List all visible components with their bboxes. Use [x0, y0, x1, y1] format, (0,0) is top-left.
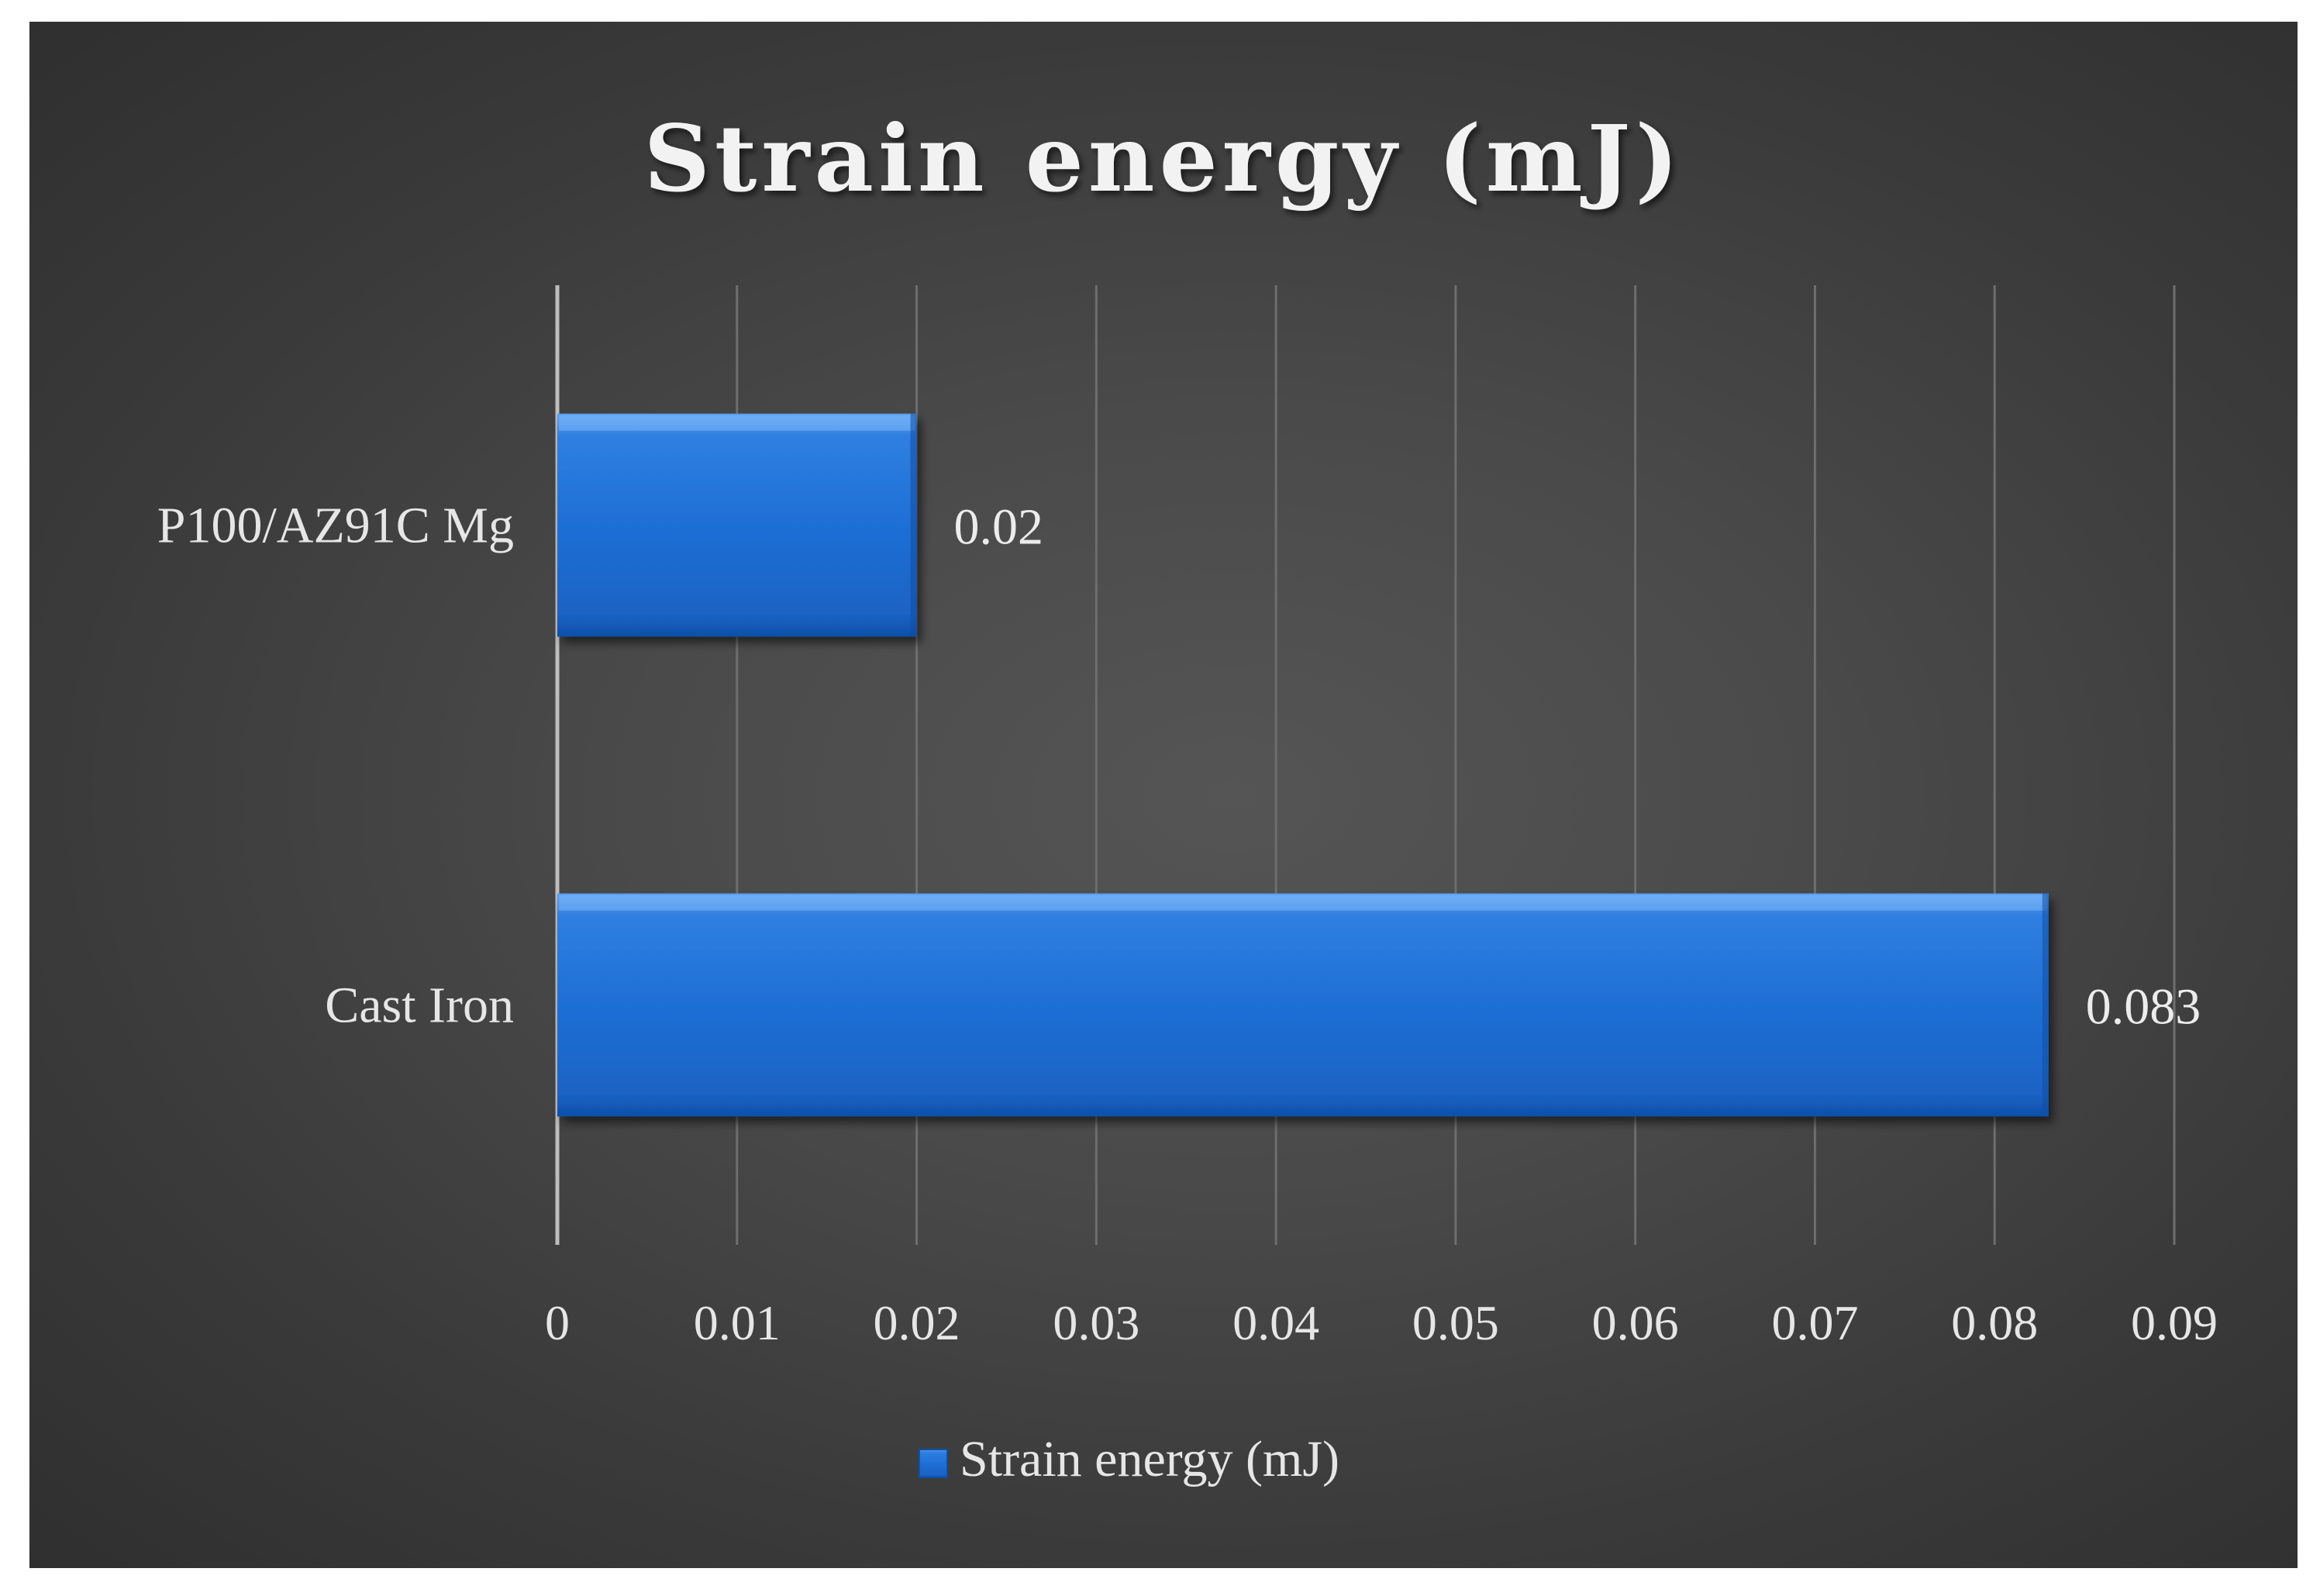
- category-label: Cast Iron: [325, 977, 514, 1034]
- legend-label: Strain energy (mJ): [960, 1431, 1339, 1487]
- x-tick-label: 0.07: [1771, 1295, 1858, 1350]
- data-labels: 0.02 0.083: [954, 499, 2201, 1036]
- bar: [557, 893, 2049, 1117]
- bar: [557, 413, 917, 637]
- bar-edge: [910, 413, 917, 637]
- x-tick-label: 0.08: [1951, 1295, 2038, 1350]
- x-tick-label: 0: [545, 1295, 570, 1350]
- x-tick-label: 0.02: [874, 1295, 960, 1350]
- category-labels: P100/AZ91C Mg Cast Iron: [157, 498, 514, 1034]
- category-label: P100/AZ91C Mg: [157, 498, 514, 554]
- legend-swatch: [919, 1449, 948, 1478]
- strain-energy-chart: Strain energy (mJ) 0 0.01 0.02 0.03 0.04 0.05…: [157, 105, 2218, 1487]
- x-tick-label: 0.06: [1592, 1295, 1679, 1350]
- bar-highlight: [559, 415, 915, 431]
- bar-series: [557, 413, 2049, 1117]
- chart-title: Strain energy (mJ): [644, 105, 1684, 212]
- x-tick-label: 0.09: [2131, 1295, 2218, 1350]
- x-tick-label: 0.01: [694, 1295, 781, 1350]
- x-tick-label: 0.05: [1412, 1295, 1499, 1350]
- data-label: 0.02: [954, 499, 1044, 556]
- value-axis-ticks: 0 0.01 0.02 0.03 0.04 0.05 0.06 0.07 0.08 0.09: [545, 1295, 2218, 1350]
- bar-edge: [2042, 893, 2049, 1117]
- x-tick-label: 0.04: [1232, 1295, 1319, 1350]
- x-tick-label: 0.03: [1053, 1295, 1139, 1350]
- chart-frame: Strain energy (mJ) 0 0.01 0.02 0.03 0.04 0.05…: [29, 22, 2298, 1568]
- bar-highlight: [559, 895, 2047, 911]
- data-label: 0.083: [2086, 979, 2201, 1036]
- legend: Strain energy (mJ): [919, 1431, 1339, 1487]
